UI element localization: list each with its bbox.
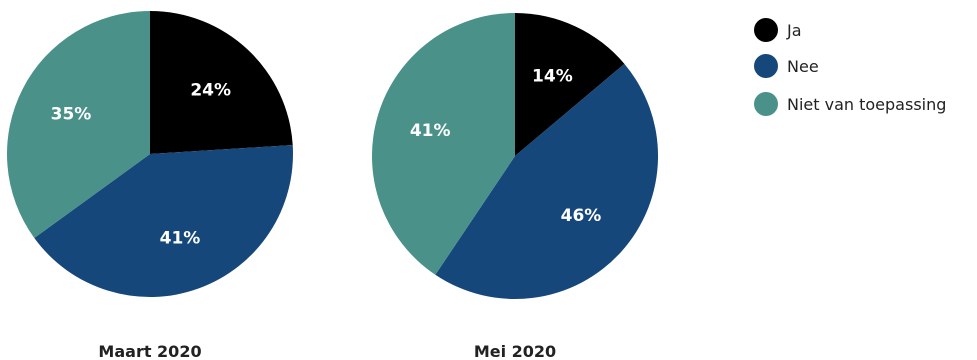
legend-swatch-niet-van-toepassing (754, 92, 778, 116)
pie-chart-maart-2020: 24% 41% 35% (7, 10, 294, 298)
legend-label-ja: Ja (786, 21, 802, 40)
legend-label-nee: Nee (787, 57, 819, 76)
legend-item-nee: Nee (754, 54, 819, 78)
pie-slice-label-ja: 14% (532, 67, 573, 87)
pie-slice-label-niet-van-toepassing: 41% (410, 121, 451, 141)
pie-slice-label-niet-van-toepassing: 35% (51, 105, 92, 125)
pie-slice-label-ja: 24% (190, 80, 231, 100)
chart-caption-mei-2020: Mei 2020 (474, 342, 556, 360)
chart-caption-maart-2020: Maart 2020 (98, 342, 201, 360)
pie-slice-ja (515, 12, 625, 156)
pie-slice-nee (34, 145, 294, 298)
legend-swatch-ja (754, 18, 778, 42)
pie-slice-nee (435, 63, 659, 300)
legend-label-niet-van-toepassing: Niet van toepassing (787, 95, 946, 114)
legend-item-niet-van-toepassing: Niet van toepassing (754, 92, 946, 116)
pie-slice-ja (150, 11, 293, 154)
pie-slice-label-nee: 46% (561, 206, 602, 226)
pie-slice-niet-van-toepassing (371, 13, 515, 275)
pie-chart-mei-2020: 14% 46% 41% (371, 12, 659, 300)
pie-slice-niet-van-toepassing (7, 10, 151, 239)
legend-item-ja: Ja (754, 18, 802, 42)
legend: Ja Nee Niet van toepassing (754, 18, 946, 116)
legend-swatch-nee (754, 54, 778, 78)
pie-slice-label-nee: 41% (160, 228, 201, 248)
